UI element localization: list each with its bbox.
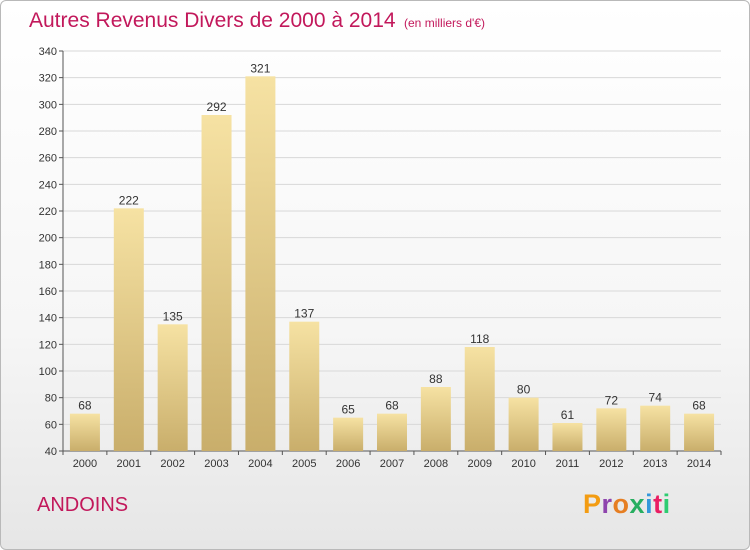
x-tick-label: 2003: [204, 458, 228, 470]
proxiti-logo: Proxiti: [583, 489, 671, 520]
data-label: 222: [119, 193, 139, 207]
data-label: 80: [517, 383, 531, 397]
x-tick-label: 2000: [73, 458, 97, 470]
x-tick-label: 2011: [556, 458, 580, 470]
bar: [333, 417, 364, 451]
data-label: 292: [207, 100, 227, 114]
x-tick-label: 2007: [380, 458, 404, 470]
y-tick-label: 280: [39, 126, 57, 138]
bar: [464, 347, 495, 451]
x-tick-label: 2014: [687, 458, 711, 470]
data-label: 65: [341, 403, 355, 417]
commune-name: ANDOINS: [37, 494, 129, 516]
x-tick-label: 2012: [599, 458, 623, 470]
x-tick-label: 2001: [117, 458, 141, 470]
x-tick-label: 2010: [511, 458, 535, 470]
axes: 40 60 80 100 120 140 160 180 200 220 240 260 280 300 3…: [39, 46, 722, 470]
y-tick-label: 220: [39, 206, 57, 218]
logo-letter: x: [629, 489, 646, 519]
bar: [640, 405, 671, 451]
y-tick-label: 140: [39, 313, 57, 325]
bar: [201, 115, 232, 451]
chart-title-unit: (en milliers d'€): [404, 16, 485, 30]
bar: [113, 208, 144, 451]
data-label: 68: [78, 399, 92, 413]
y-tick-label: 40: [45, 446, 57, 458]
bar: [157, 324, 188, 451]
x-tick-label: 2002: [160, 458, 184, 470]
x-tick-label: 2013: [643, 458, 667, 470]
y-tick-label: 120: [39, 339, 57, 351]
y-tick-label: 300: [39, 99, 57, 111]
logo-letter: r: [601, 489, 613, 519]
chart-title: Autres Revenus Divers de 2000 à 2014 (en…: [29, 9, 485, 33]
y-tick-label: 160: [39, 286, 57, 298]
data-label: 72: [605, 393, 619, 407]
logo-letter: i: [662, 489, 671, 519]
x-tick-label: 2006: [336, 458, 360, 470]
y-tick-label: 60: [45, 419, 57, 431]
y-tick-label: 320: [39, 73, 57, 85]
y-tick-label: 260: [39, 153, 57, 165]
y-tick-label: 180: [39, 259, 57, 271]
data-label: 61: [561, 408, 575, 422]
logo-letter: o: [612, 489, 630, 519]
data-labels: 68 222 135 292 321 137 65 68 88 118 80 61 72 74 68: [78, 61, 706, 422]
bar: [552, 423, 583, 451]
data-label: 68: [692, 399, 706, 413]
data-label: 68: [385, 399, 399, 413]
bar: [684, 413, 715, 451]
x-tick-label: 2008: [424, 458, 448, 470]
y-tick-label: 340: [39, 46, 57, 58]
x-tick-label: 2004: [248, 458, 272, 470]
data-label: 74: [649, 391, 663, 405]
bar: [69, 413, 100, 451]
data-label: 88: [429, 372, 443, 386]
chart-title-main: Autres Revenus Divers de 2000 à 2014: [29, 9, 396, 32]
y-tick-label: 100: [39, 366, 57, 378]
y-tick-label: 240: [39, 179, 57, 191]
bar: [420, 387, 451, 451]
logo-letter: i: [645, 489, 654, 519]
data-label: 118: [470, 332, 489, 346]
data-label: 321: [250, 61, 270, 75]
bar: [596, 408, 627, 451]
logo-letter: P: [583, 489, 602, 519]
bar: [377, 413, 407, 451]
bar: [245, 76, 276, 451]
x-tick-label: 2009: [467, 458, 491, 470]
y-tick-label: 80: [45, 393, 57, 405]
logo-letter: t: [653, 489, 663, 519]
data-label: 135: [163, 309, 183, 323]
x-tick-label: 2005: [292, 458, 316, 470]
y-tick-label: 200: [39, 233, 57, 245]
bar: [508, 397, 539, 451]
bar: [289, 321, 320, 451]
bars: [69, 76, 715, 451]
data-label: 137: [294, 307, 314, 321]
